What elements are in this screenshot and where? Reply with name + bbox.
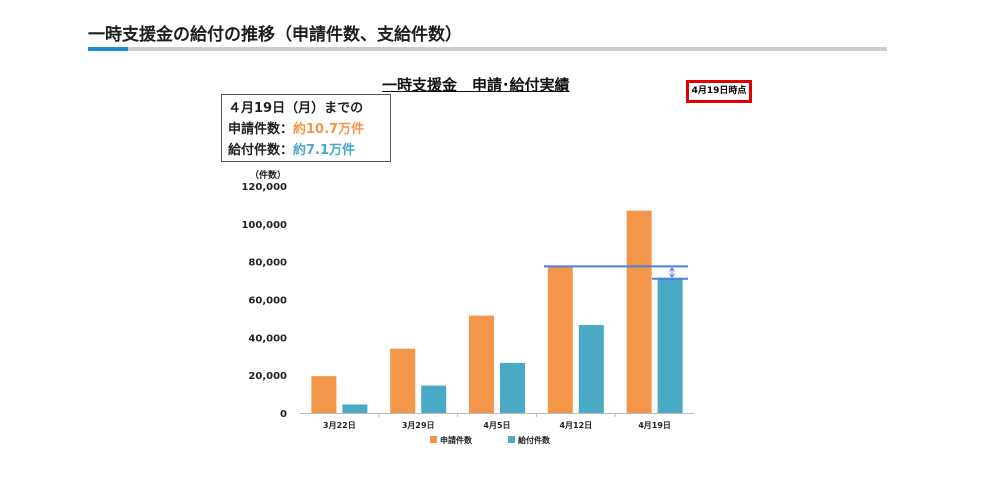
gap-arrow-head-down	[669, 273, 675, 279]
bar-applications	[390, 348, 416, 413]
bar-applications	[469, 315, 494, 413]
summary-payments-value: 約7.1万件	[293, 143, 356, 158]
bar-applications	[547, 266, 573, 413]
page-title: 一時支援金の給付の推移（申請件数、支給件数）	[88, 25, 462, 45]
x-tick-label: 3月22日	[323, 421, 356, 430]
summary-payments: 給付件数：約7.1万件	[228, 140, 390, 161]
bar-payments	[500, 362, 525, 413]
summary-applications: 申請件数：約10.7万件	[228, 119, 390, 140]
summary-heading: ４月19日（月）までの	[228, 101, 364, 116]
bar-payments	[657, 278, 683, 413]
y-tick-label: 60,000	[248, 296, 287, 307]
summary-applications-value: 約10.7万件	[293, 122, 365, 137]
bar-payments	[342, 404, 368, 413]
x-tick-label: 4月12日	[559, 421, 592, 430]
summary-applications-label: 申請件数：	[228, 122, 294, 137]
y-tick-label: 100,000	[241, 220, 287, 231]
x-tick-label: 3月29日	[402, 421, 435, 430]
title-underline-accent	[88, 47, 128, 51]
bar-applications	[626, 210, 652, 413]
legend-swatch	[430, 436, 437, 443]
y-tick-label: 0	[280, 409, 287, 420]
bar-payments	[421, 385, 447, 413]
date-badge: 4月19日時点	[686, 80, 752, 103]
bar-payments	[578, 325, 604, 413]
legend-label: 給付件数	[518, 435, 551, 445]
chart-title: 一時支援金 申請･給付実績	[382, 76, 570, 94]
title-underline	[88, 47, 887, 51]
y-tick-label: 40,000	[248, 333, 287, 344]
legend-label: 申請件数	[440, 435, 473, 445]
y-tick-label: 120,000	[241, 182, 287, 193]
x-tick-label: 4月5日	[483, 421, 510, 430]
y-tick-label: 20,000	[248, 371, 287, 382]
y-tick-label: 80,000	[248, 258, 287, 269]
legend-swatch	[508, 436, 515, 443]
gap-arrow-head-up	[669, 267, 675, 272]
summary-payments-label: 給付件数：	[228, 143, 294, 158]
y-axis-unit-label: （件数）	[250, 169, 286, 181]
bar-applications	[311, 376, 337, 413]
summary-box: ４月19日（月）までの 申請件数：約10.7万件 給付件数：約7.1万件	[221, 94, 391, 162]
x-tick-label: 4月19日	[638, 421, 671, 430]
